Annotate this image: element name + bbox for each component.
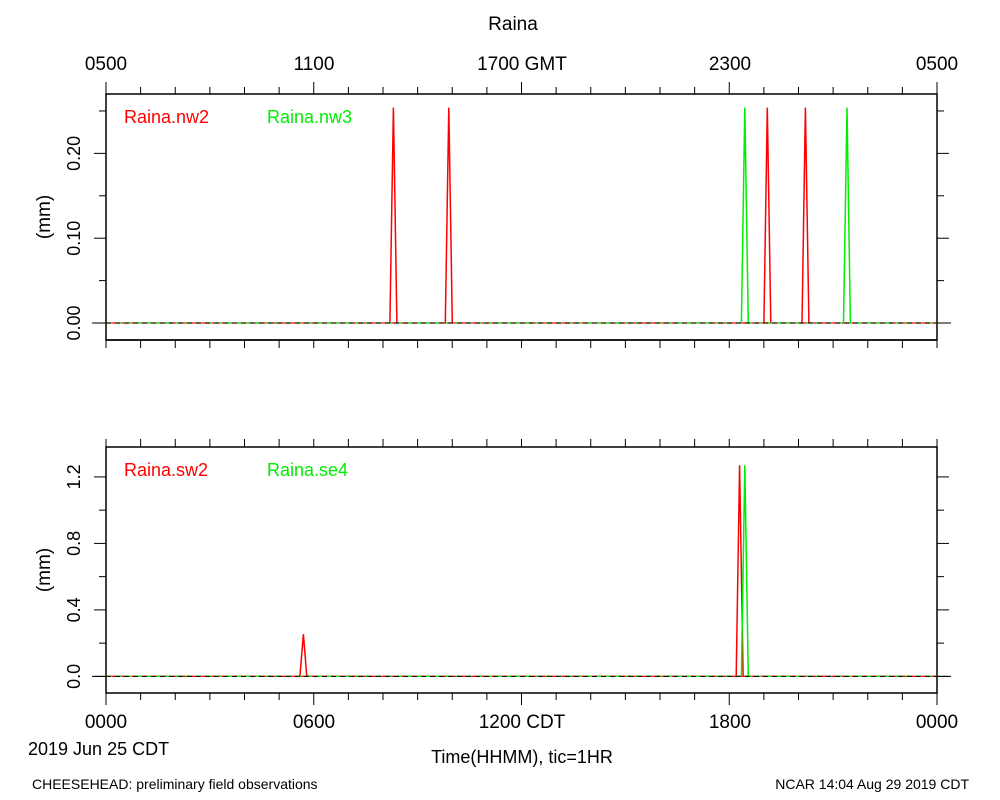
bottom-axis-label: 0600 — [293, 712, 335, 733]
spike-Raina.nw3 — [842, 107, 852, 324]
x-axis-label: Time(HHMM), tic=1HR — [431, 747, 613, 767]
bottom-axis-label: 1200 CDT — [479, 712, 566, 733]
bottom-panel-series — [92, 465, 951, 677]
y-tick-label: 0.0 — [64, 664, 84, 689]
spike-Raina.nw2 — [801, 107, 810, 324]
spike-Raina.nw2 — [389, 107, 398, 324]
footer-right: NCAR 14:04 Aug 29 2019 CDT — [775, 776, 969, 792]
top-panel-legend-nw2: Raina.nw2 — [124, 107, 209, 127]
y-tick-label: 0.00 — [64, 306, 84, 341]
bottom-axis-label: 1800 — [709, 712, 751, 733]
top-panel-series — [92, 107, 951, 341]
chart-title: Raina — [488, 14, 538, 35]
spike-Raina.nw2 — [763, 107, 772, 324]
top-axis-label: 2300 — [709, 54, 751, 75]
bottom-panel: (mm) Raina.sw2 Raina.se4 0.0 0.4 0.8 1.2 — [34, 439, 951, 705]
bottom-panel-frame — [105, 446, 938, 694]
bottom-axis-label: 0000 — [85, 712, 127, 733]
bottom-panel-ticks — [94, 439, 949, 705]
bottom-panel-ylabel: (mm) — [34, 548, 55, 592]
top-panel-frame — [105, 93, 938, 341]
y-tick-label: 0.4 — [64, 597, 84, 622]
spike-Raina.nw2 — [444, 107, 454, 324]
top-panel-ytick-labels: 0.00 0.10 0.20 — [64, 136, 84, 341]
top-axis-label: 1700 GMT — [477, 54, 567, 75]
top-axis-label: 1100 — [294, 54, 335, 75]
date-label: 2019 Jun 25 CDT — [28, 739, 169, 759]
top-axis-label: 0500 — [85, 54, 127, 75]
spike-Raina.se4 — [740, 465, 750, 677]
bottom-panel-legend-sw2: Raina.sw2 — [124, 460, 208, 480]
y-tick-label: 0.8 — [64, 531, 84, 556]
y-tick-label: 0.20 — [64, 136, 84, 171]
top-axis-label: 0500 — [916, 54, 958, 75]
top-panel-ticks — [94, 82, 949, 348]
footer-left: CHEESEHEAD: preliminary field observatio… — [32, 776, 318, 792]
top-time-axis-labels: 0500 1100 1700 GMT 2300 0500 — [85, 54, 958, 75]
bottom-panel-legend-se4: Raina.se4 — [267, 460, 348, 480]
bottom-time-axis-labels: 0000 0600 1200 CDT 1800 0000 — [85, 712, 958, 733]
top-panel-legend-nw3: Raina.nw3 — [267, 107, 352, 127]
y-tick-label: 0.10 — [64, 221, 84, 256]
bottom-panel-ytick-labels: 0.0 0.4 0.8 1.2 — [64, 464, 84, 688]
spike-Raina.nw3 — [740, 107, 750, 324]
top-panel: (mm) Raina.nw2 Raina.nw3 0.00 0.10 0.20 — [34, 82, 951, 348]
bottom-axis-label: 0000 — [916, 712, 958, 733]
top-panel-ylabel: (mm) — [34, 195, 55, 239]
y-tick-label: 1.2 — [64, 464, 84, 489]
spike-Raina.sw2 — [299, 634, 308, 677]
